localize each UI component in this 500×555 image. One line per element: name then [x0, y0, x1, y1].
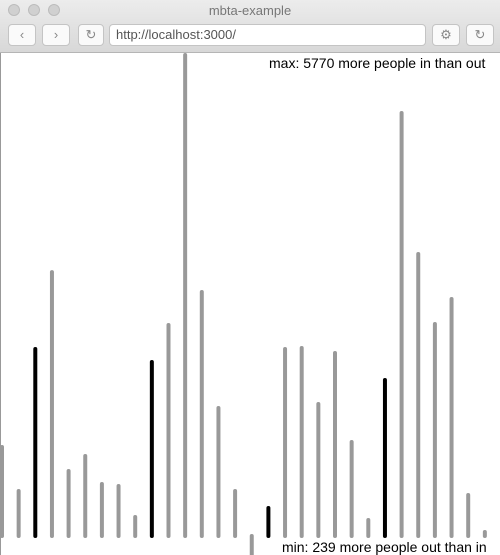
zoom-button[interactable]	[48, 4, 60, 16]
back-button[interactable]: ‹	[8, 24, 36, 46]
refresh-button[interactable]: ↻	[466, 24, 494, 46]
settings-button[interactable]: ⚙	[432, 24, 460, 46]
forward-button[interactable]: ›	[42, 24, 70, 46]
reload-button[interactable]: ↻	[78, 24, 104, 46]
minimize-button[interactable]	[28, 4, 40, 16]
browser-chrome: mbta-example ‹ › ↻ http://localhost:3000…	[0, 0, 500, 53]
max-annotation: max: 5770 more people in than out	[269, 55, 485, 71]
min-annotation: min: 239 more people out than in	[282, 539, 487, 555]
address-bar[interactable]: http://localhost:3000/	[109, 24, 426, 46]
chart: max: 5770 more people in than out min: 2…	[0, 53, 487, 555]
window-title: mbta-example	[208, 3, 292, 18]
close-button[interactable]	[8, 4, 20, 16]
